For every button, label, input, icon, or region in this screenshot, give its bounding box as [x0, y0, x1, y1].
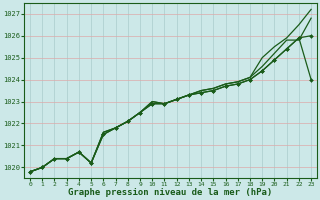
X-axis label: Graphe pression niveau de la mer (hPa): Graphe pression niveau de la mer (hPa) — [68, 188, 273, 197]
